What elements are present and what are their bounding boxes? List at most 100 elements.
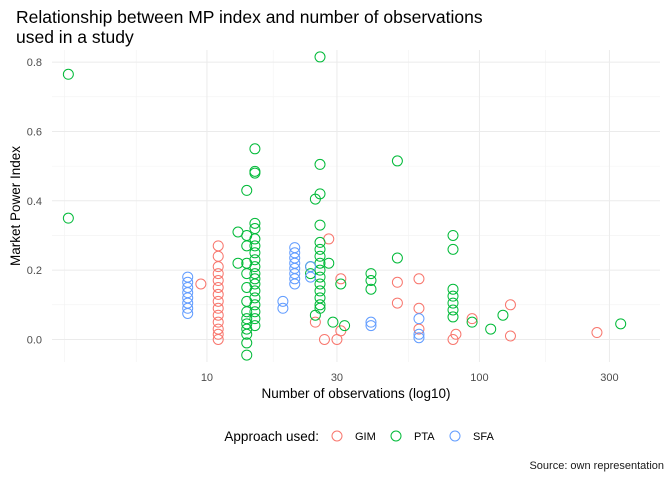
data-point-pta	[314, 302, 326, 314]
data-point-pta	[249, 278, 261, 290]
data-point-sfa	[413, 328, 425, 340]
data-point-pta	[314, 285, 326, 297]
data-point-pta	[314, 243, 326, 255]
data-point-pta	[249, 233, 261, 245]
data-point-gim	[212, 333, 224, 345]
data-point-pta	[249, 167, 261, 179]
data-point-pta	[249, 240, 261, 252]
data-point-pta	[241, 337, 253, 349]
x-axis-title: Number of observations (log10)	[261, 386, 450, 401]
data-point-gim	[309, 316, 321, 328]
y-tick-label: 0.6	[27, 126, 42, 138]
data-point-gim	[504, 330, 516, 342]
legend-title: Approach used:	[224, 429, 319, 444]
data-point-gim	[466, 313, 478, 325]
y-axis-title: Market Power Index	[8, 146, 23, 266]
data-point-pta	[249, 292, 261, 304]
data-point-pta	[323, 257, 335, 269]
legend-label-gim: GIM	[355, 431, 376, 443]
data-point-gim	[391, 297, 403, 309]
data-point-gim	[212, 288, 224, 300]
data-point-sfa	[365, 316, 377, 328]
legend-label-sfa: SFA	[473, 431, 494, 443]
data-point-pta	[314, 264, 326, 276]
data-point-gim	[591, 327, 603, 339]
data-point-sfa	[413, 332, 425, 344]
data-point-sfa	[277, 295, 289, 307]
data-point-pta	[314, 158, 326, 170]
data-point-pta	[466, 316, 478, 328]
data-point-pta	[241, 328, 253, 340]
chart-caption: Source: own representation	[529, 460, 664, 472]
data-point-pta	[447, 297, 459, 309]
legend-key-pta	[390, 430, 402, 442]
data-point-pta	[365, 283, 377, 295]
data-point-sfa	[289, 273, 301, 285]
data-point-sfa	[182, 307, 194, 319]
data-point-pta	[305, 268, 317, 280]
data-point-pta	[314, 188, 326, 200]
data-point-pta	[615, 318, 627, 330]
data-point-gim	[450, 328, 462, 340]
data-point-pta	[365, 275, 377, 287]
data-point-gim	[504, 299, 516, 311]
data-point-pta	[232, 257, 244, 269]
data-point-pta	[314, 219, 326, 231]
data-point-pta	[391, 155, 403, 167]
data-point-pta	[314, 236, 326, 248]
data-point-pta	[241, 240, 253, 252]
data-point-gim	[335, 273, 347, 285]
legend-key-gim	[331, 430, 343, 442]
data-point-pta	[485, 323, 497, 335]
data-point-pta	[365, 268, 377, 280]
data-point-sfa	[277, 302, 289, 314]
data-point-pta	[62, 68, 74, 80]
data-point-pta	[314, 278, 326, 290]
data-point-pta	[314, 250, 326, 262]
data-point-pta	[447, 243, 459, 255]
data-point-pta	[339, 320, 351, 332]
data-point-pta	[249, 247, 261, 259]
x-tick-label: 300	[600, 372, 618, 384]
data-point-gim	[212, 268, 224, 280]
y-tick-label: 0.4	[27, 196, 42, 208]
legend-label-pta: PTA	[414, 431, 435, 443]
data-point-gim	[447, 333, 459, 345]
y-tick-label: 0.8	[27, 57, 42, 69]
data-point-gim	[212, 328, 224, 340]
data-point-gim	[212, 275, 224, 287]
data-point-pta	[391, 252, 403, 264]
data-point-pta	[447, 311, 459, 323]
data-point-pta	[249, 320, 261, 332]
data-point-pta	[241, 184, 253, 196]
data-point-pta	[249, 143, 261, 155]
data-point-pta	[497, 309, 509, 321]
data-point-gim	[212, 295, 224, 307]
data-point-pta	[314, 299, 326, 311]
y-tick-label: 0.0	[27, 334, 42, 346]
data-point-pta	[447, 290, 459, 302]
data-point-pta	[335, 278, 347, 290]
data-point-gim	[212, 302, 224, 314]
data-point-pta	[249, 313, 261, 325]
data-point-gim	[212, 316, 224, 328]
data-point-gim	[212, 261, 224, 273]
data-point-pta	[249, 261, 261, 273]
data-point-pta	[249, 217, 261, 229]
data-point-pta	[327, 316, 339, 328]
data-point-pta	[249, 254, 261, 266]
data-point-pta	[249, 273, 261, 285]
data-point-pta	[249, 306, 261, 318]
data-point-sfa	[289, 278, 301, 290]
data-point-gim	[212, 281, 224, 293]
data-point-gim	[318, 333, 330, 345]
data-point-gim	[413, 273, 425, 285]
data-point-pta	[249, 299, 261, 311]
data-point-gim	[391, 276, 403, 288]
x-tick-label: 10	[201, 372, 213, 384]
data-point-pta	[241, 306, 253, 318]
chart-title: Relationship between MP index and number…	[16, 7, 483, 47]
data-point-sfa	[413, 313, 425, 325]
data-point-pta	[249, 285, 261, 297]
data-point-sfa	[365, 320, 377, 332]
